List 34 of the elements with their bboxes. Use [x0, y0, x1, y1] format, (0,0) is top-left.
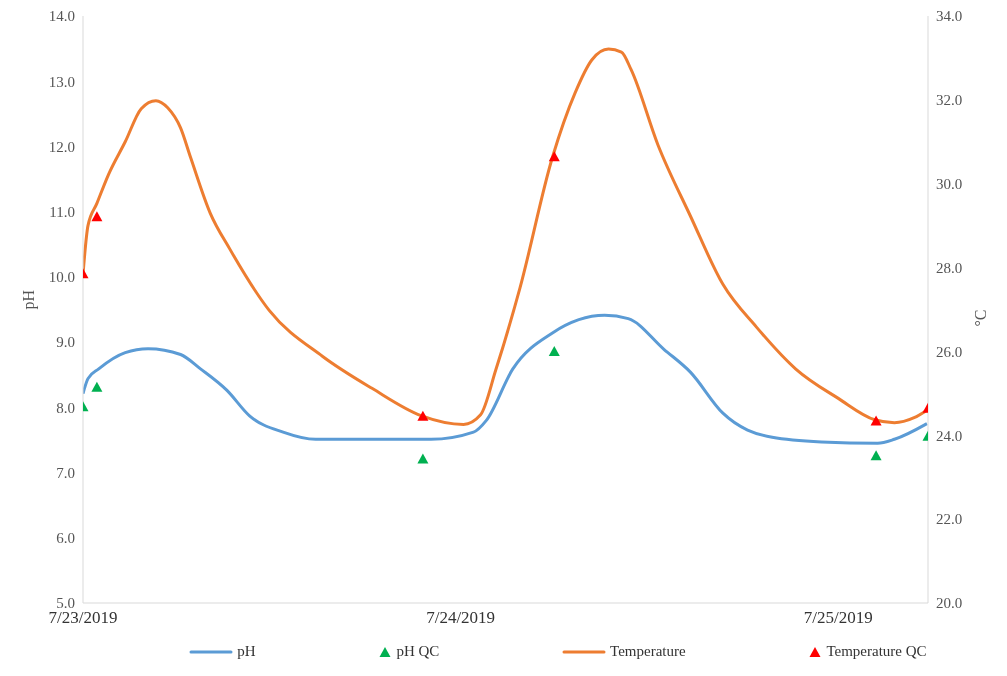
y-tick-label: 12.0: [48, 138, 75, 155]
y2-tick-label: 20.0: [936, 595, 963, 612]
y2-tick-label: 28.0: [936, 259, 963, 276]
y-tick-label: 9.0: [56, 334, 75, 351]
y-tick-label: 8.0: [56, 399, 75, 416]
y2-tick-label: 34.0: [936, 8, 963, 25]
y2-tick-label: 32.0: [936, 92, 963, 109]
point: [91, 211, 103, 222]
y-tick-label: 13.0: [48, 73, 75, 90]
legend-label: Temperature: [610, 643, 686, 660]
x-tick-label: 7/25/2019: [803, 608, 873, 628]
legend-label: pH QC: [396, 643, 440, 660]
y-axis-title: pH: [19, 289, 38, 310]
y2-tick-label: 30.0: [936, 176, 963, 193]
y2-axis-title: °C: [971, 309, 989, 327]
y-tick-label: 11.0: [49, 203, 75, 220]
legend-label: Temperature QC: [826, 643, 927, 660]
point: [870, 450, 882, 461]
point: [548, 345, 560, 356]
y-tick-label: 7.0: [56, 464, 75, 481]
x-tick-label: 7/24/2019: [426, 608, 496, 628]
point: [870, 415, 882, 426]
y-tick-label: 6.0: [56, 530, 75, 547]
line-series: [83, 313, 928, 445]
y2-tick-label: 24.0: [936, 427, 963, 444]
legend-label: pH: [237, 643, 256, 660]
y-tick-label: 10.0: [48, 269, 75, 286]
y2-tick-label: 26.0: [936, 343, 963, 360]
point: [548, 151, 560, 162]
point: [417, 453, 429, 464]
point: [91, 381, 103, 392]
y-tick-label: 14.0: [48, 8, 75, 25]
point: [417, 410, 429, 421]
y2-tick-label: 22.0: [936, 511, 963, 528]
